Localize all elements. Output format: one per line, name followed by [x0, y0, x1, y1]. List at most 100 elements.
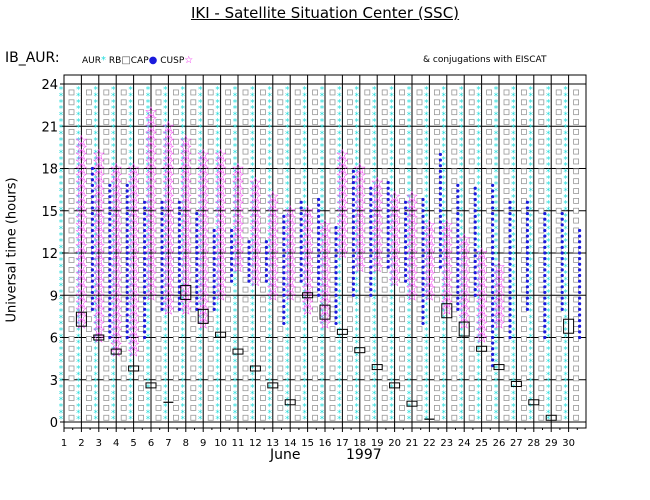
aur-marker: * [442, 263, 447, 273]
cap-marker [543, 279, 547, 283]
rb-marker [294, 207, 301, 214]
aur-marker: * [302, 269, 307, 279]
cap-marker [438, 209, 442, 213]
cap-marker [108, 251, 112, 255]
rb-marker [68, 266, 75, 273]
aur-marker: * [128, 409, 133, 419]
cusp-marker: ☆ [109, 251, 122, 269]
cap-marker [230, 279, 234, 283]
cusp-marker: ☆ [144, 251, 157, 269]
aur-marker: * [389, 187, 394, 197]
rb-marker [521, 99, 527, 106]
cap-marker [90, 166, 94, 171]
aur-marker: * [285, 149, 290, 159]
aur-marker: * [233, 396, 238, 406]
x-axis-year-label: 1997 [346, 447, 382, 463]
cusp-marker: ☆ [92, 216, 105, 234]
rb-marker [486, 247, 493, 254]
rb-marker [172, 316, 179, 323]
cusp-marker: ☆ [179, 258, 192, 276]
cusp-marker: ☆ [266, 188, 279, 206]
cap-marker [369, 209, 373, 213]
aur-marker: * [146, 168, 151, 178]
x-tick-label: 8 [183, 438, 189, 449]
rb-marker [468, 316, 475, 323]
cusp-marker: ☆ [75, 152, 88, 170]
rb-marker [503, 345, 510, 352]
rb-marker [381, 286, 388, 293]
cusp-marker: ☆ [162, 202, 175, 220]
cap-marker [421, 310, 425, 314]
rb-marker [573, 217, 579, 224]
aur-marker: * [76, 371, 81, 381]
cusp-marker: ☆ [162, 230, 175, 248]
aur-marker: * [76, 168, 81, 178]
cusp-marker: ☆ [179, 131, 192, 149]
aur-marker: * [146, 364, 151, 374]
rb-marker [433, 405, 440, 411]
rb-marker [503, 257, 510, 263]
rb-marker [120, 336, 127, 342]
rb-marker [172, 345, 179, 352]
cap-marker [421, 237, 425, 241]
aur-marker: * [389, 403, 394, 413]
aur-marker: * [181, 130, 186, 140]
x-tick-label: 27 [510, 438, 523, 449]
rb-marker [503, 355, 510, 362]
cap-marker [160, 262, 164, 266]
rb-marker [364, 109, 371, 116]
rb-marker [538, 316, 545, 323]
aur-marker: * [268, 149, 273, 159]
aur-marker: * [546, 383, 551, 393]
cap-marker [421, 248, 425, 252]
aur-marker: * [320, 250, 325, 260]
cap-marker [160, 296, 164, 300]
aur-marker: * [285, 168, 290, 178]
cap-marker [160, 245, 164, 249]
aur-marker: * [268, 263, 273, 273]
cap-marker [317, 214, 321, 218]
aur-marker: * [302, 193, 307, 203]
aur-marker: * [563, 409, 568, 419]
rb-marker [433, 257, 440, 263]
aur-marker: * [250, 162, 255, 172]
aur-marker: * [146, 231, 151, 241]
cap-marker [491, 257, 495, 261]
rb-marker [451, 375, 458, 382]
rb-marker [521, 207, 527, 214]
aur-marker: * [494, 155, 499, 165]
rb-marker [225, 138, 232, 145]
rb-marker [225, 336, 232, 342]
cap-marker [299, 245, 303, 249]
aur-marker: * [320, 130, 325, 140]
aur-marker: * [389, 377, 394, 387]
cap-marker [212, 290, 216, 295]
aur-marker: * [511, 276, 516, 286]
aur-marker: * [94, 263, 99, 273]
rb-marker [451, 355, 458, 362]
aur-marker: * [494, 383, 499, 393]
aur-marker: * [372, 314, 377, 324]
cap-marker [421, 259, 425, 264]
aur-marker: * [337, 320, 342, 330]
aur-marker: * [511, 396, 516, 406]
aur-marker: * [59, 339, 64, 349]
aur-marker: * [442, 212, 447, 222]
rb-marker [416, 227, 423, 234]
aur-marker: * [529, 130, 534, 140]
aur-marker: * [76, 212, 81, 222]
rb-marker [190, 276, 197, 283]
aur-marker: * [94, 345, 99, 355]
rb-marker [433, 207, 440, 214]
aur-marker: * [233, 383, 238, 393]
cap-marker [438, 192, 442, 196]
rb-marker [346, 158, 353, 165]
aur-marker: * [215, 314, 220, 324]
aur-marker: * [407, 288, 412, 298]
aur-marker: * [546, 149, 551, 159]
rb-marker [573, 306, 579, 313]
cap-marker [282, 242, 286, 247]
aur-marker: * [233, 86, 238, 96]
aur-marker: * [407, 212, 412, 222]
rb-marker [138, 119, 145, 125]
